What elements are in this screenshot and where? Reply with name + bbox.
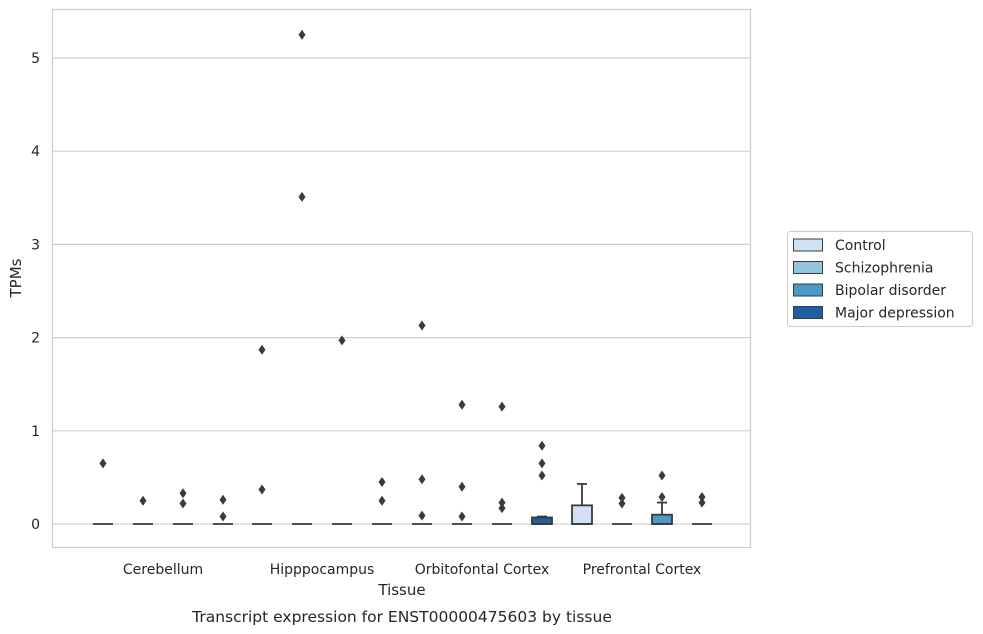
x-tick-label: Orbitofontal Cortex: [415, 562, 550, 578]
outlier-point: [418, 320, 426, 331]
x-tick-labels: Cerebellum Hipppocampus Orbitofontal Corte…: [123, 562, 701, 578]
legend: Control Schizophrenia Bipolar disorder Majo…: [787, 231, 973, 327]
y-tick-label: 5: [31, 51, 40, 67]
outlier-point: [258, 484, 266, 495]
outlier-point: [338, 335, 346, 346]
outlier-point: [658, 491, 666, 502]
outlier-point: [179, 488, 187, 499]
box: [651, 513, 673, 525]
y-tick-label: 4: [31, 144, 40, 160]
legend-label: Schizophrenia: [835, 261, 933, 277]
legend-swatch: [793, 238, 823, 252]
outlier-point: [458, 399, 466, 410]
outlier-point: [418, 474, 426, 485]
outlier-point: [538, 458, 546, 469]
outlier-point: [139, 495, 147, 506]
box: [531, 516, 553, 525]
outlier-point: [378, 477, 386, 488]
outlier-point: [538, 440, 546, 451]
x-tick-label: Prefrontal Cortex: [583, 562, 702, 578]
legend-items: Control Schizophrenia Bipolar disorder Majo…: [793, 238, 955, 322]
outlier-point: [258, 344, 266, 355]
y-tick-label: 2: [31, 331, 40, 347]
outlier-point: [658, 470, 666, 481]
plot-frame: [51, 8, 752, 549]
outlier-point: [618, 492, 626, 503]
outlier-point: [418, 510, 426, 521]
outlier-point: [179, 498, 187, 509]
chart-caption: Transcript expression for ENST0000047560…: [191, 608, 612, 626]
outliers: [99, 29, 706, 522]
x-axis-label: Tissue: [377, 581, 425, 599]
outlier-point: [378, 495, 386, 506]
outlier-point: [458, 481, 466, 492]
boxes: [93, 483, 712, 525]
outlier-point: [538, 470, 546, 481]
legend-swatch: [793, 261, 823, 274]
outlier-point: [698, 497, 706, 508]
y-tick-labels: 0 1 2 3 4 5: [31, 51, 40, 533]
y-tick-label: 1: [31, 424, 40, 440]
legend-swatch: [793, 283, 823, 297]
legend-swatch: [793, 306, 823, 319]
x-tick-label: Hipppocampus: [270, 562, 375, 578]
outlier-point: [219, 494, 227, 505]
outlier-point: [498, 401, 506, 412]
outlier-point: [498, 497, 506, 508]
y-axis-label: TPMs: [7, 258, 25, 298]
y-tick-label: 0: [31, 517, 40, 533]
outlier-point: [698, 491, 706, 502]
legend-label: Major depression: [835, 306, 955, 322]
outlier-point: [298, 191, 306, 202]
outlier-point: [298, 29, 306, 40]
outlier-point: [498, 503, 506, 514]
x-tick-label: Cerebellum: [123, 562, 203, 578]
box: [571, 504, 593, 525]
grid-layer: [53, 57, 751, 525]
legend-label: Bipolar disorder: [835, 283, 946, 299]
y-tick-label: 3: [31, 237, 40, 253]
outlier-point: [219, 511, 227, 522]
legend-frame: [787, 231, 973, 327]
outlier-point: [618, 498, 626, 509]
legend-label: Control: [835, 238, 886, 254]
outlier-point: [458, 511, 466, 522]
outlier-point: [99, 458, 107, 469]
